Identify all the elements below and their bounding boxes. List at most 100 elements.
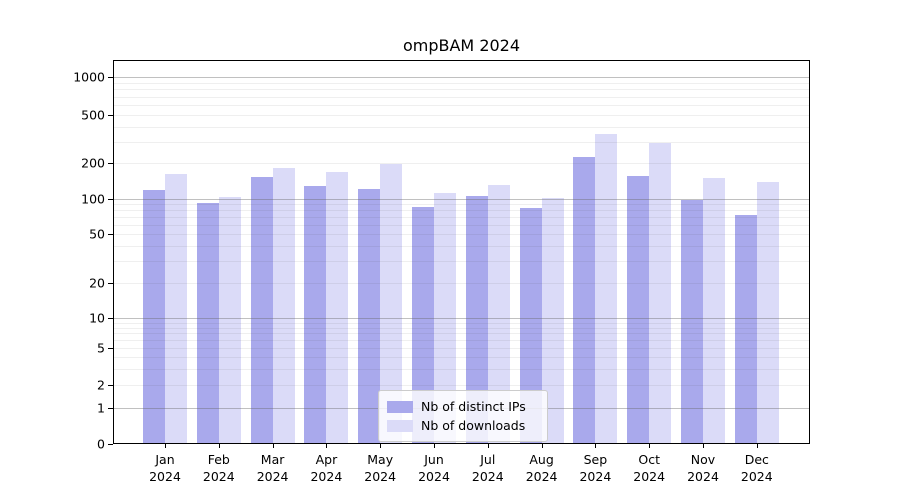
y-tick-label: 10 [89, 310, 105, 326]
bar-ips-2 [196, 202, 219, 443]
bar-ips-9 [573, 156, 596, 443]
y-tick [108, 318, 113, 319]
gridline-minor [114, 126, 809, 128]
y-tick-label: 20 [89, 275, 105, 291]
gridline-minor [114, 141, 809, 143]
legend-item: Nb of distinct IPs [387, 397, 537, 416]
y-tick-label: 2 [97, 377, 105, 393]
y-tick-label: 200 [81, 155, 105, 171]
y-tick-label: 1000 [73, 69, 105, 85]
bar-ips-4 [304, 185, 327, 443]
bar-downloads-7 [487, 184, 510, 443]
x-tick-label: Jan 2024 [149, 452, 181, 484]
y-tick [108, 115, 113, 116]
bar-ips-10 [627, 176, 650, 443]
gridline-minor [114, 333, 809, 335]
x-tick [434, 444, 435, 448]
legend-label: Nb of distinct IPs [421, 399, 526, 414]
gridline-minor [114, 357, 809, 358]
gridline-minor [114, 209, 809, 211]
gridline-major [114, 198, 809, 200]
y-tick [108, 444, 113, 445]
gridline-minor [114, 322, 809, 324]
gridline-minor [114, 82, 809, 84]
bar-ips-7 [465, 196, 488, 443]
x-tick [165, 444, 166, 448]
x-tick-label: Jul 2024 [471, 452, 504, 484]
bar-downloads-2 [218, 196, 241, 443]
legend-swatch-ips [387, 400, 413, 413]
legend: Nb of distinct IPs Nb of downloads [378, 390, 548, 442]
gridline-minor [114, 385, 809, 386]
x-tick [380, 444, 382, 448]
y-tick [108, 348, 113, 349]
y-tick [108, 198, 113, 200]
bar-downloads-8 [541, 197, 564, 443]
bar-downloads-6 [434, 192, 456, 443]
legend-label: Nb of downloads [421, 418, 526, 433]
y-tick [108, 407, 113, 409]
plot-area [113, 60, 810, 444]
x-tick [218, 444, 220, 448]
y-tick-label: 5 [97, 340, 105, 356]
y-tick [108, 163, 113, 164]
y-tick [108, 385, 113, 386]
gridline-minor [114, 261, 809, 263]
gridline-minor [114, 105, 809, 106]
gridline-minor [114, 163, 809, 164]
legend-item: Nb of downloads [387, 416, 537, 435]
x-tick [649, 444, 651, 448]
bar-ips-11 [681, 200, 703, 443]
bar-downloads-9 [595, 133, 618, 443]
bar-ips-8 [519, 208, 542, 443]
gridline-minor [114, 283, 809, 284]
y-tick [108, 77, 113, 78]
x-tick-label: Apr 2024 [310, 452, 343, 484]
x-tick [703, 444, 704, 448]
y-tick-label: 500 [81, 107, 105, 123]
x-tick-label: Aug 2024 [525, 452, 558, 484]
bar-downloads-11 [703, 178, 725, 443]
gridline-minor [114, 224, 809, 226]
x-tick [756, 444, 758, 448]
x-tick [326, 444, 328, 448]
bar-ips-6 [412, 207, 434, 443]
y-tick [108, 283, 113, 284]
gridline-minor [114, 327, 809, 329]
x-tick [541, 444, 543, 448]
chart-title: ompBAM 2024 [402, 36, 521, 55]
bar-downloads-1 [165, 174, 187, 443]
y-tick [108, 234, 113, 235]
x-tick [595, 444, 597, 448]
gridline-minor [114, 203, 809, 205]
x-tick-label: Sep 2024 [579, 452, 612, 484]
x-tick-label: May 2024 [364, 452, 397, 484]
bar-ips-3 [250, 177, 273, 443]
x-tick-label: Nov 2024 [687, 452, 719, 484]
bar-downloads-5 [380, 163, 403, 443]
x-tick-label: Dec 2024 [740, 452, 773, 484]
gridline-minor [114, 245, 809, 247]
x-tick-label: Oct 2024 [633, 452, 666, 484]
gridline-major [114, 77, 809, 78]
gridline-minor [114, 115, 809, 116]
bar-ips-1 [143, 190, 165, 443]
gridline-minor [114, 216, 809, 218]
gridline-minor [114, 89, 809, 91]
x-tick-label: Mar 2024 [256, 452, 289, 484]
gridline-minor [114, 348, 809, 349]
legend-swatch-downloads [387, 419, 413, 432]
gridline-minor [114, 234, 809, 235]
bar-downloads-4 [326, 171, 349, 443]
gridline-minor [114, 96, 809, 98]
bar-downloads-3 [272, 168, 295, 443]
bar-ips-12 [734, 214, 757, 443]
x-tick-label: Feb 2024 [202, 452, 235, 484]
bar-ips-5 [358, 189, 381, 443]
bar-downloads-10 [649, 142, 672, 443]
bar-downloads-12 [756, 182, 779, 443]
x-tick-label: Jun 2024 [418, 452, 450, 484]
y-tick-label: 1 [97, 400, 105, 415]
y-tick-label: 50 [89, 226, 105, 242]
